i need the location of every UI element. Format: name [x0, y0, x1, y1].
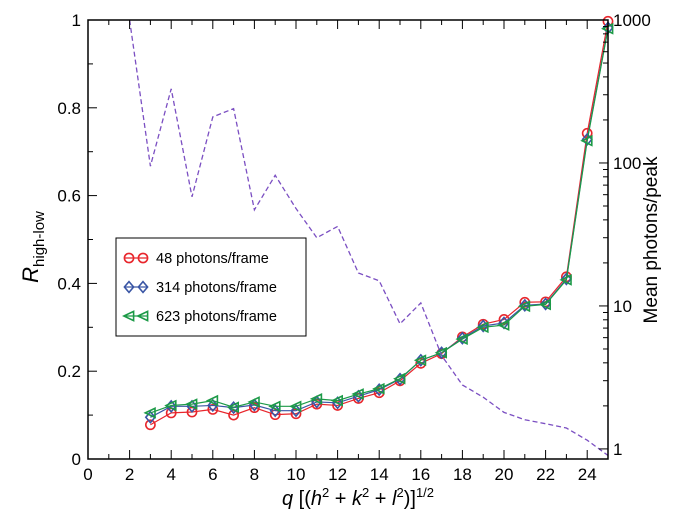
- series-line: [150, 27, 609, 418]
- data-point: [247, 396, 260, 408]
- y-tick-label-right: 1: [613, 440, 622, 459]
- data-point: [351, 388, 364, 400]
- data-point: [393, 372, 406, 385]
- x-tick-label: 4: [166, 465, 175, 484]
- y-axis-label-main: R: [18, 267, 43, 283]
- y-tick-label-left: 0.2: [57, 362, 81, 381]
- legend: 48 photons/frame 314 photons/frame 623 pho…: [115, 237, 307, 337]
- data-point: [269, 404, 281, 418]
- y-axis-label-right: Mean photons/peak: [641, 156, 662, 323]
- legend-marker: [137, 252, 149, 264]
- data-point: [226, 401, 239, 414]
- legend-label: 623 photons/frame: [156, 309, 277, 325]
- legend-marker: [123, 280, 135, 294]
- x-tick-label: 2: [125, 465, 134, 484]
- data-point: [560, 272, 573, 286]
- series-3: [128, 19, 609, 456]
- data-point: [289, 400, 302, 413]
- data-point: [330, 394, 344, 407]
- x-axis-label-part: 2: [362, 485, 369, 500]
- y-tick-label-left: 0.8: [57, 99, 81, 118]
- x-axis-label-part: h: [311, 488, 322, 510]
- data-point: [539, 297, 552, 311]
- data-point: [144, 410, 157, 424]
- series-1: [144, 21, 614, 424]
- x-axis-label-part: 1/2: [416, 485, 434, 500]
- legend-item: 314 photons/frame: [123, 280, 277, 296]
- x-axis-label-part: +: [329, 488, 352, 510]
- legend-item: 48 photons/frame: [123, 251, 269, 267]
- data-point: [519, 298, 531, 312]
- x-axis-label-part: +: [369, 488, 392, 510]
- legend-items: 48 photons/frame 314 photons/frame 623 pho…: [122, 251, 277, 325]
- x-tick-label: 24: [578, 465, 597, 484]
- data-point: [207, 403, 219, 415]
- series-layer: [128, 15, 614, 456]
- data-point: [309, 392, 323, 405]
- x-axis-label-part: 2: [397, 485, 404, 500]
- data-point: [268, 400, 281, 413]
- data-point: [290, 404, 302, 418]
- x-axis-label-part: 2: [322, 485, 329, 500]
- series-line: [128, 19, 609, 456]
- data-point: [559, 274, 572, 286]
- legend-marker: [123, 252, 135, 264]
- data-point: [164, 399, 177, 412]
- x-tick-label: 12: [328, 465, 347, 484]
- legend-label: 48 photons/frame: [156, 251, 269, 267]
- x-tick-label: 0: [83, 465, 92, 484]
- x-tick-label: 20: [495, 465, 514, 484]
- data-point: [248, 402, 260, 414]
- x-axis-label-part: k: [352, 488, 363, 510]
- data-point: [476, 321, 489, 334]
- x-axis-label-part: [(: [293, 488, 311, 510]
- data-point: [269, 409, 281, 421]
- y-tick-label-right: 1000: [613, 11, 651, 30]
- data-point: [455, 333, 468, 346]
- x-axis-label: q [(h2 + k2 + l2)]1/2: [282, 485, 434, 510]
- x-tick-label: 6: [208, 465, 217, 484]
- legend-item: 623 photons/frame: [122, 309, 277, 325]
- series-2: [143, 22, 614, 419]
- y-tick-label-left: 1: [72, 11, 81, 30]
- series-line: [150, 21, 609, 426]
- x-axis-label-part: q: [282, 488, 293, 510]
- data-point: [456, 331, 469, 345]
- legend-marker: [137, 280, 149, 294]
- data-point: [372, 382, 385, 395]
- x-axis-label-part: l: [392, 488, 397, 510]
- y-axis-label-left: Rhigh-low: [18, 211, 48, 283]
- x-axis-label-part: )]: [404, 488, 416, 510]
- y-tick-label-right: 10: [613, 297, 632, 316]
- y-tick-label-left: 0: [72, 450, 81, 469]
- y-tick-label-right: 100: [613, 154, 641, 173]
- legend-marker: [136, 310, 149, 322]
- data-point: [144, 419, 156, 431]
- data-point: [143, 407, 156, 419]
- y-tick-label-left: 0.6: [57, 187, 81, 206]
- data-point: [185, 398, 198, 410]
- x-tick-label: 16: [411, 465, 430, 484]
- data-point: [538, 298, 552, 311]
- x-tick-label: 18: [453, 465, 472, 484]
- y-tick-label-left: 0.4: [57, 274, 81, 293]
- data-point: [413, 354, 427, 367]
- legend-marker: [122, 310, 135, 322]
- y-axis-label-subscript: high-low: [31, 211, 48, 267]
- data-point: [497, 319, 510, 331]
- data-point: [580, 134, 593, 147]
- series-0: [144, 15, 614, 431]
- x-tick-label: 10: [287, 465, 306, 484]
- legend-label: 314 photons/frame: [156, 280, 277, 296]
- series-line: [150, 28, 609, 414]
- data-point: [205, 394, 219, 407]
- x-tick-label: 22: [536, 465, 555, 484]
- data-point: [517, 300, 531, 313]
- x-tick-label: 8: [250, 465, 259, 484]
- ticks-layer: 0 2 4 6 8 10 12 14 16 18 20 22 2400.20.40.60.8111010…: [57, 11, 650, 484]
- x-tick-label: 14: [370, 465, 389, 484]
